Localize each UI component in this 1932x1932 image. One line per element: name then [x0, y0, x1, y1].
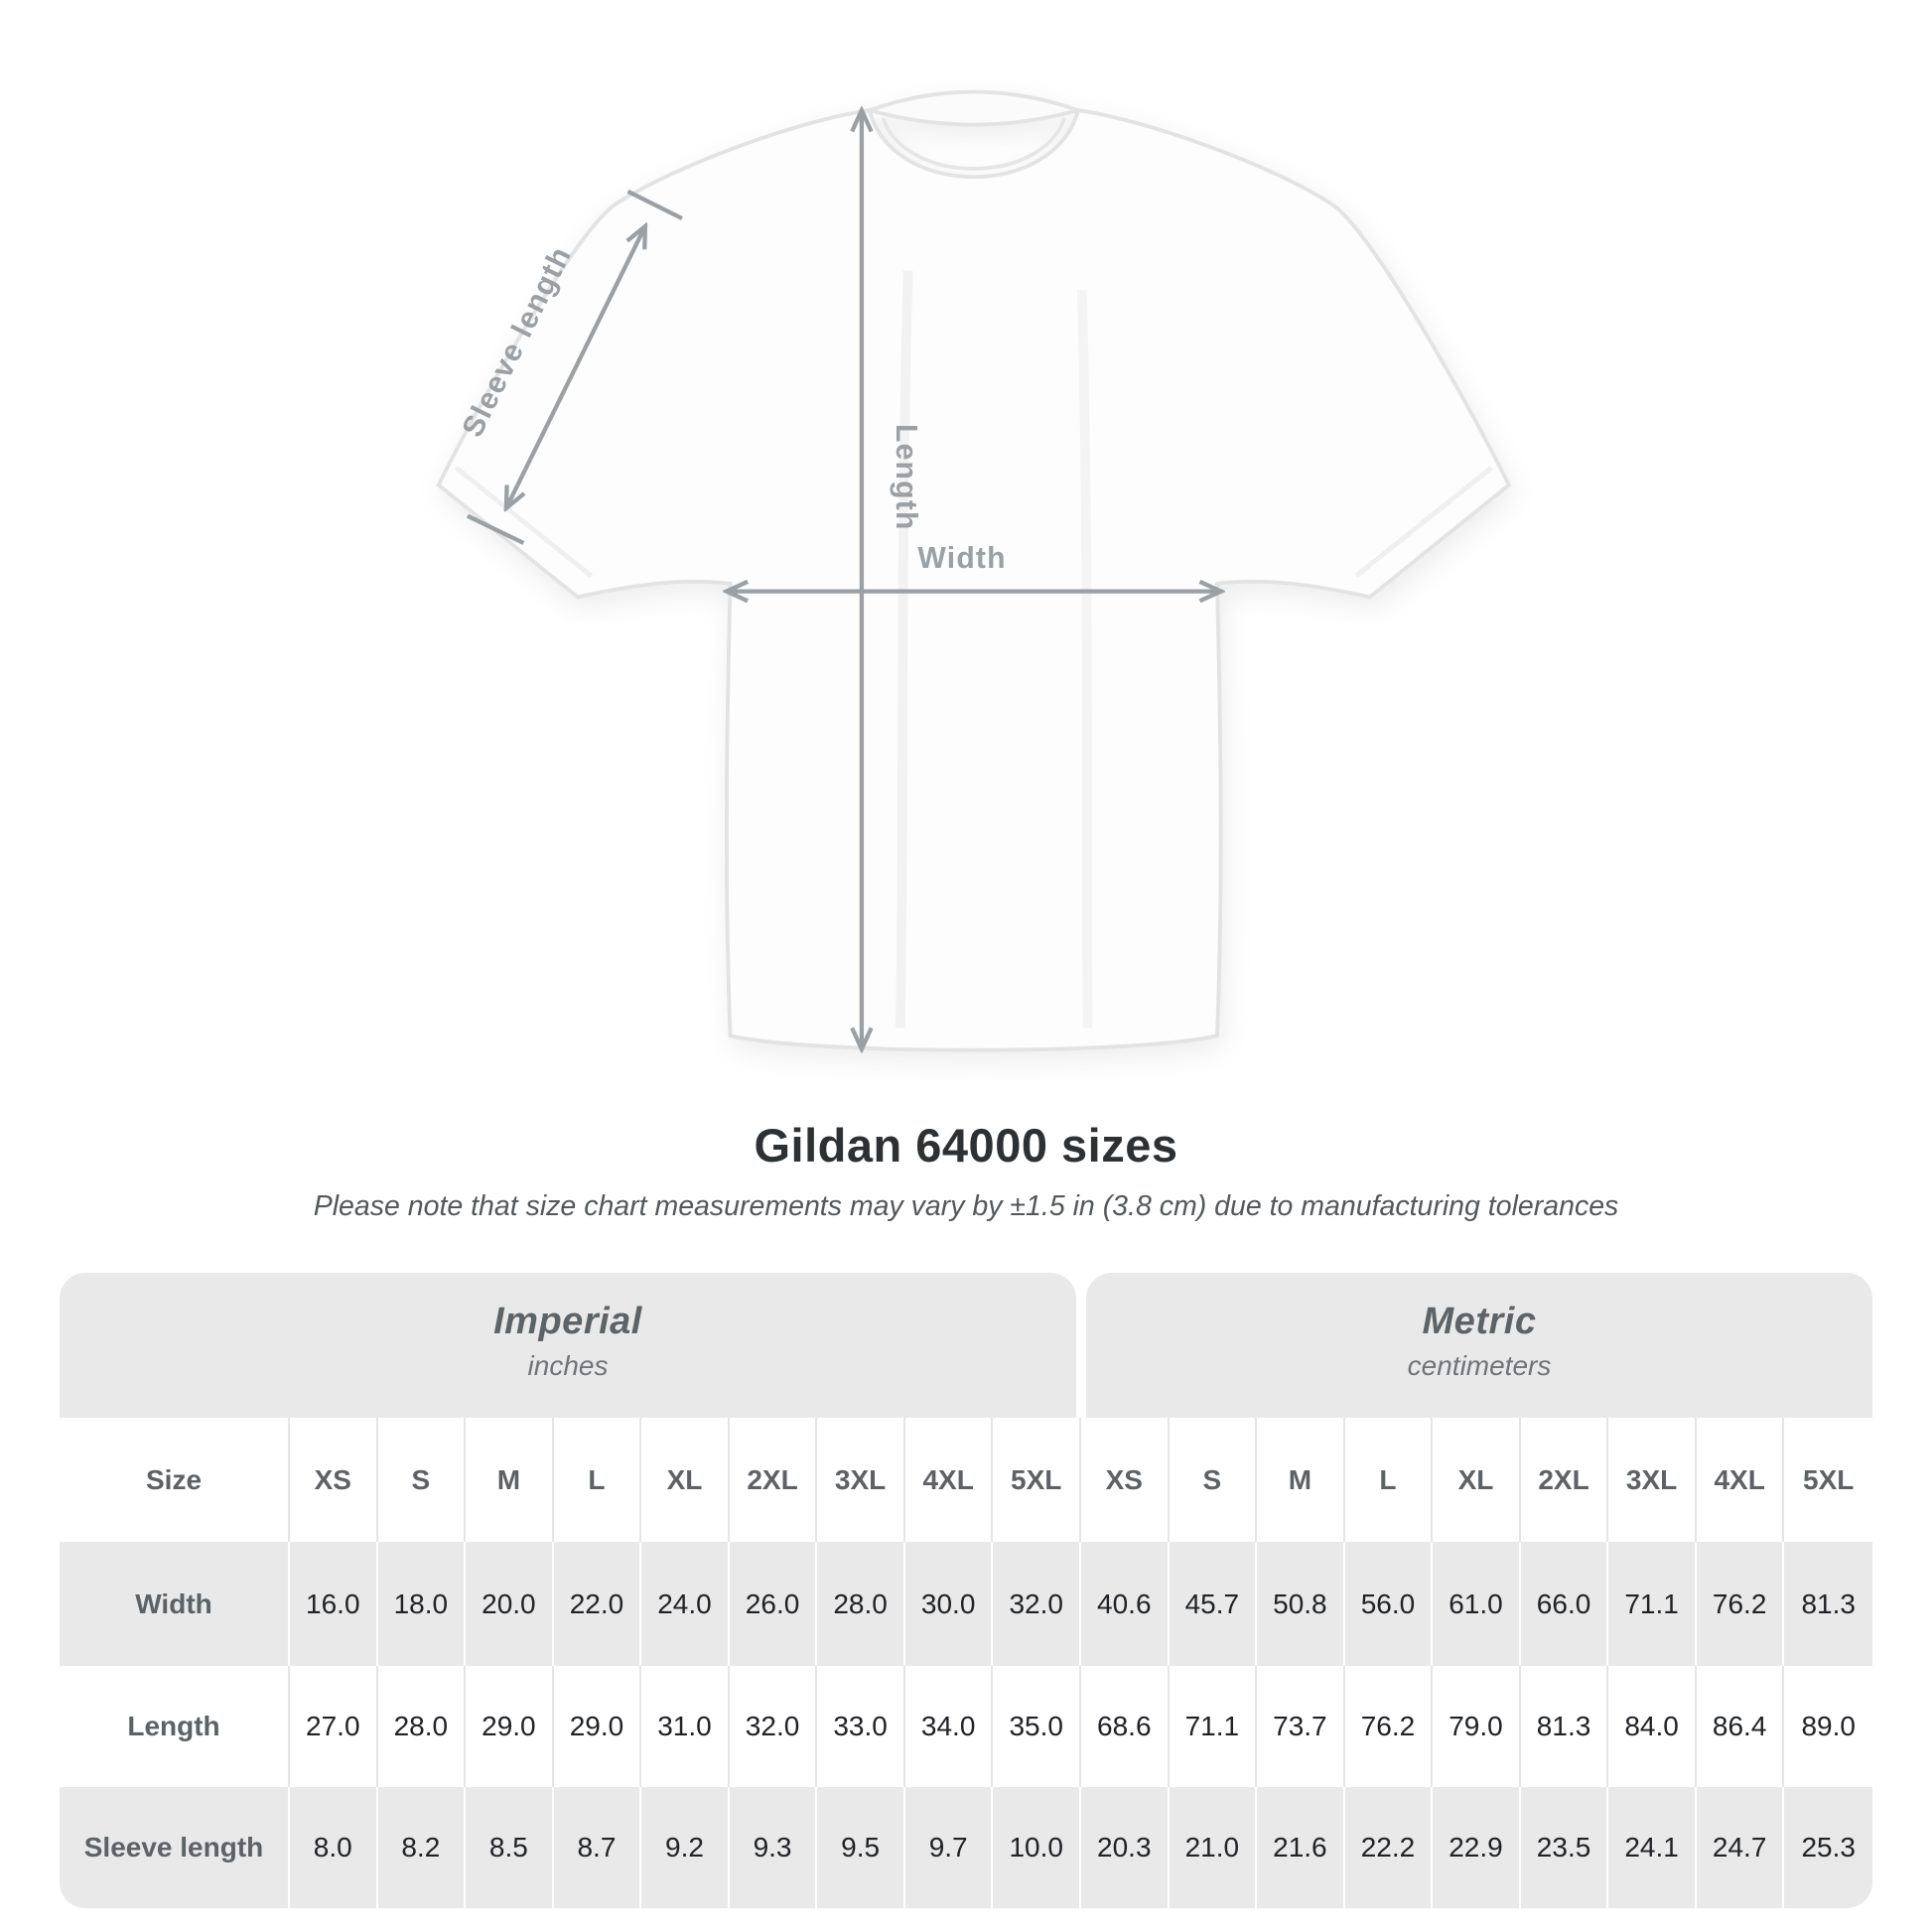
value-cell: 79.0 [1433, 1666, 1521, 1787]
sleeve-arrow-cap-bottom [467, 513, 525, 545]
value-cell: 24.7 [1696, 1787, 1785, 1908]
value-cell: 61.0 [1433, 1542, 1521, 1666]
row-label: Sleeve length [60, 1787, 290, 1908]
size-header-cell: 3XL [1608, 1418, 1697, 1542]
size-header-cell: L [1345, 1418, 1434, 1542]
value-cell: 16.0 [290, 1542, 378, 1666]
size-header-cell: M [466, 1418, 554, 1542]
value-cell: 30.0 [904, 1542, 994, 1666]
size-header-cell: L [554, 1418, 642, 1542]
value-cell: 23.5 [1520, 1787, 1609, 1908]
unit-group-title-imperial: Imperial [493, 1301, 642, 1342]
value-cell: 25.3 [1784, 1787, 1872, 1908]
unit-group-title-metric: Metric [1422, 1301, 1537, 1342]
value-cell: 28.0 [378, 1666, 467, 1787]
size-header-cell: S [378, 1418, 467, 1542]
size-header-cell: XL [641, 1418, 730, 1542]
value-cell: 50.8 [1257, 1542, 1345, 1666]
value-cell: 32.0 [993, 1542, 1081, 1666]
value-cell: 8.7 [553, 1787, 642, 1908]
value-cell: 9.5 [817, 1787, 905, 1908]
value-cell: 71.1 [1170, 1666, 1258, 1787]
value-cell: 84.0 [1608, 1666, 1697, 1787]
value-cell: 81.3 [1521, 1666, 1609, 1787]
sleeve-arrow-cap-top [626, 189, 683, 220]
row-label: Length [60, 1666, 290, 1787]
value-cell: 9.7 [904, 1787, 994, 1908]
value-cell: 22.2 [1344, 1787, 1434, 1908]
size-column-header: Size [60, 1418, 290, 1542]
value-cell: 76.2 [1696, 1542, 1785, 1666]
size-header-cell: 5XL [993, 1418, 1081, 1542]
value-cell: 45.7 [1169, 1542, 1258, 1666]
value-cell: 20.0 [466, 1542, 554, 1666]
value-cell: 89.0 [1801, 1711, 1856, 1741]
value-cell: 40.6 [1081, 1542, 1170, 1666]
size-header-cell: XS [1081, 1418, 1170, 1542]
size-header-cell: 2XL [730, 1418, 818, 1542]
value-cell: 29.0 [554, 1666, 642, 1787]
value-cell: 29.0 [466, 1666, 554, 1787]
unit-group-subtitle-metric: centimeters [1407, 1350, 1552, 1381]
value-cell: 31.0 [641, 1666, 730, 1787]
size-table: Imperial inches Metric centimeters Size XS S M L… [60, 1273, 1872, 1908]
value-cell: 9.3 [729, 1787, 818, 1908]
value-cell: 71.1 [1608, 1542, 1697, 1666]
unit-group-subtitle-imperial: inches [527, 1350, 609, 1381]
value-cell: 34.0 [905, 1666, 994, 1787]
size-header-cell: 4XL [1697, 1418, 1785, 1542]
tshirt-diagram: Sleeve length Length Width [436, 89, 1512, 1082]
unit-group-header-metric: Metric centimeters [1086, 1273, 1872, 1418]
size-header-cell: S [1170, 1418, 1258, 1542]
tshirt-measurement-svg: Sleeve length Length Width [436, 89, 1512, 1082]
value-cell: 8.2 [377, 1787, 467, 1908]
value-cell: 24.0 [641, 1542, 730, 1666]
value-cell: 86.4 [1697, 1666, 1785, 1787]
tolerance-note: Please note that size chart measurements… [313, 1190, 1619, 1222]
value-cell: 8.0 [290, 1787, 378, 1908]
value-cell: 22.9 [1433, 1787, 1521, 1908]
size-header-cell: 3XL [817, 1418, 905, 1542]
collar-band-seam [881, 117, 1067, 171]
size-header-cell: XS [290, 1418, 378, 1542]
row-label: Width [60, 1542, 290, 1666]
value-cell: 35.0 [993, 1666, 1081, 1787]
value-cell: 27.0 [290, 1666, 378, 1787]
size-header-cell: 2XL [1521, 1418, 1609, 1542]
value-cell: 24.1 [1608, 1787, 1697, 1908]
value-cell: 22.0 [553, 1542, 642, 1666]
size-header-cell: XL [1433, 1418, 1521, 1542]
value-cell: 20.3 [1081, 1787, 1170, 1908]
value-cell: 76.2 [1345, 1666, 1434, 1787]
value-cell: 81.3 [1784, 1542, 1872, 1666]
value-cell: 9.2 [641, 1787, 730, 1908]
value-cell: 10.0 [993, 1787, 1081, 1908]
value-cell: 26.0 [729, 1542, 818, 1666]
sleeve-length-arrow [506, 226, 645, 508]
value-cell: 21.0 [1169, 1787, 1258, 1908]
size-header-cell: 4XL [905, 1418, 994, 1542]
size-header-cell: M [1257, 1418, 1345, 1542]
value-cell: 18.0 [377, 1542, 467, 1666]
size-header-cell: 5XL [1803, 1463, 1855, 1495]
value-cell: 21.6 [1257, 1787, 1345, 1908]
page-title: Gildan 64000 sizes [754, 1119, 1178, 1172]
length-label: Length [890, 424, 922, 531]
collar-back [863, 89, 1085, 127]
value-cell: 73.7 [1257, 1666, 1345, 1787]
value-cell: 68.6 [1081, 1666, 1170, 1787]
value-cell: 66.0 [1520, 1542, 1609, 1666]
value-cell: 33.0 [817, 1666, 905, 1787]
value-cell: 28.0 [817, 1542, 905, 1666]
value-cell: 8.5 [466, 1787, 554, 1908]
value-cell: 32.0 [730, 1666, 818, 1787]
unit-group-header-imperial: Imperial inches [60, 1273, 1076, 1418]
value-cell: 56.0 [1344, 1542, 1434, 1666]
width-label: Width [917, 542, 1006, 575]
